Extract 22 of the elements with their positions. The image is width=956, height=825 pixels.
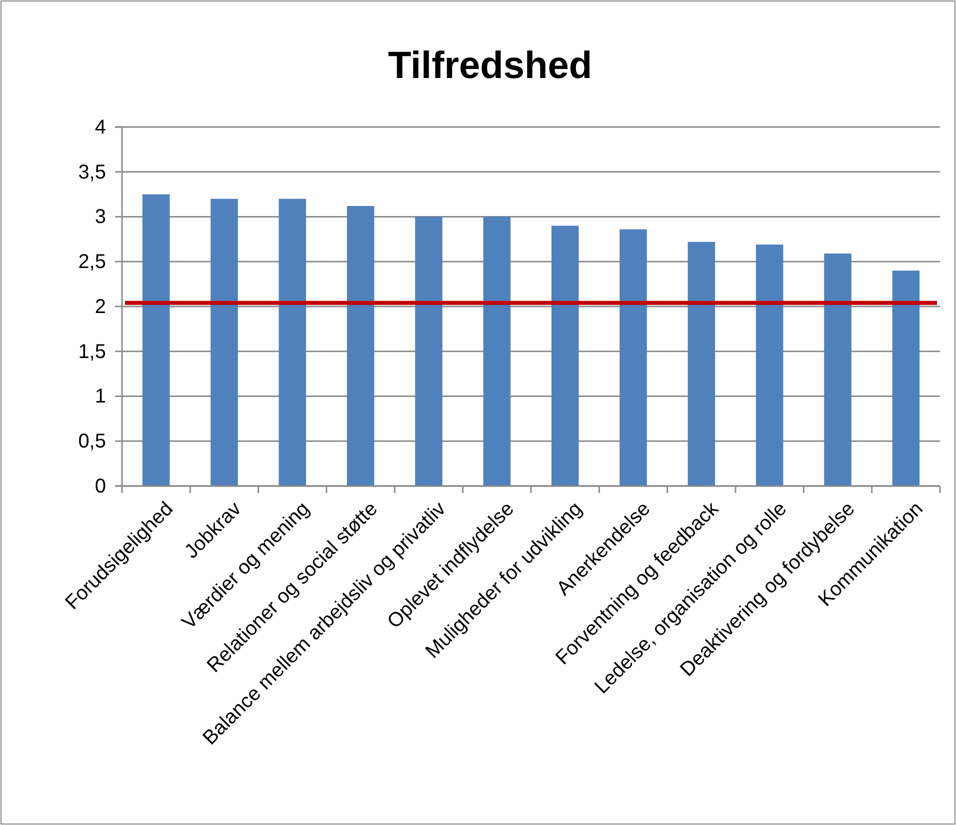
chart-title: Tilfredshed bbox=[388, 45, 592, 87]
bar bbox=[346, 206, 374, 486]
bar bbox=[483, 216, 511, 486]
bar bbox=[142, 194, 170, 486]
bar bbox=[278, 198, 306, 486]
bar bbox=[756, 244, 784, 486]
bar bbox=[551, 226, 579, 486]
y-tick-label: 1 bbox=[94, 386, 106, 408]
bar bbox=[620, 229, 647, 486]
y-tick-label: 0 bbox=[94, 475, 106, 498]
y-tick-label: 1,5 bbox=[78, 340, 106, 363]
y-tick-label: 0,5 bbox=[78, 430, 106, 453]
bar bbox=[824, 254, 852, 486]
y-tick-label: 3,5 bbox=[78, 161, 106, 184]
y-tick-label: 2 bbox=[94, 296, 106, 318]
y-tick-label: 4 bbox=[94, 116, 106, 138]
bar bbox=[892, 270, 920, 486]
bar bbox=[210, 198, 238, 486]
bar bbox=[415, 216, 442, 486]
y-tick-label: 2,5 bbox=[78, 251, 106, 274]
y-tick-label: 3 bbox=[94, 206, 106, 228]
bar bbox=[688, 242, 716, 486]
